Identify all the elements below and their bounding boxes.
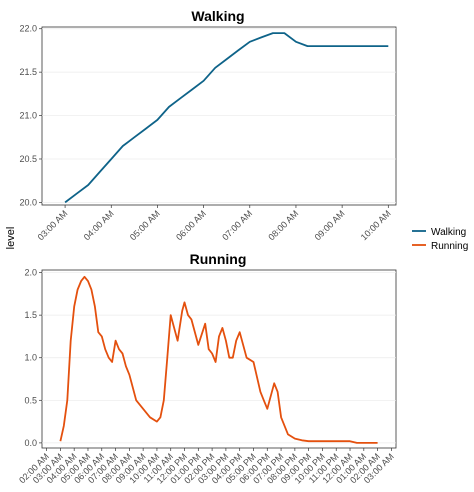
walking-x-tick-label: 08:00 AM xyxy=(266,208,300,242)
walking-y-tick-label: 20.5 xyxy=(19,154,37,164)
running-panel-title: Running xyxy=(190,251,247,267)
walking-y-tick-label: 22.0 xyxy=(19,24,37,34)
legend-label-running: Running xyxy=(431,241,468,252)
walking-x-tick-label: 09:00 AM xyxy=(313,208,347,242)
walking-x-tick-label: 10:00 AM xyxy=(359,208,393,242)
running-y-tick-label: 1.0 xyxy=(24,353,37,363)
walking-x-tick-label: 03:00 AM xyxy=(36,208,70,242)
walking-y-tick-label: 20.0 xyxy=(19,197,37,207)
walking-series-line xyxy=(64,32,389,204)
running-y-tick-label: 0.0 xyxy=(24,438,37,448)
walking-panel-title: Walking xyxy=(191,8,244,24)
walking-y-tick-label: 21.0 xyxy=(19,111,37,121)
walking-x-ticks: 03:00 AM 04:00 AM 05:00 AM 06:00 AM 07:00 AM… xyxy=(36,205,393,242)
walking-y-tick-label: 21.5 xyxy=(19,67,37,77)
running-y-tick-label: 1.5 xyxy=(24,310,37,320)
running-panel-border xyxy=(41,269,397,449)
y-axis-label: level xyxy=(5,227,17,250)
running-y-ticks: 0.0 0.5 1.0 1.5 2.0 xyxy=(24,268,42,448)
walking-panel: Walking 03:00 AM 04:00 AM 05:00 AM 06:00 AM… xyxy=(19,8,397,242)
walking-x-tick-label: 04:00 AM xyxy=(82,208,116,242)
walking-x-tick-label: 05:00 AM xyxy=(128,208,162,242)
walking-panel-border xyxy=(41,26,397,206)
walking-gridlines xyxy=(42,28,396,203)
running-y-tick-label: 2.0 xyxy=(24,268,37,278)
walking-y-ticks: 20.0 20.5 21.0 21.5 22.0 xyxy=(19,24,42,207)
walking-x-tick-label: 07:00 AM xyxy=(220,208,254,242)
walking-x-tick-label: 06:00 AM xyxy=(174,208,208,242)
running-y-tick-label: 0.5 xyxy=(24,395,37,405)
running-gridlines xyxy=(42,272,396,444)
legend: Walking Running xyxy=(412,227,468,252)
legend-label-walking: Walking xyxy=(431,227,466,238)
running-series-line xyxy=(59,275,378,444)
